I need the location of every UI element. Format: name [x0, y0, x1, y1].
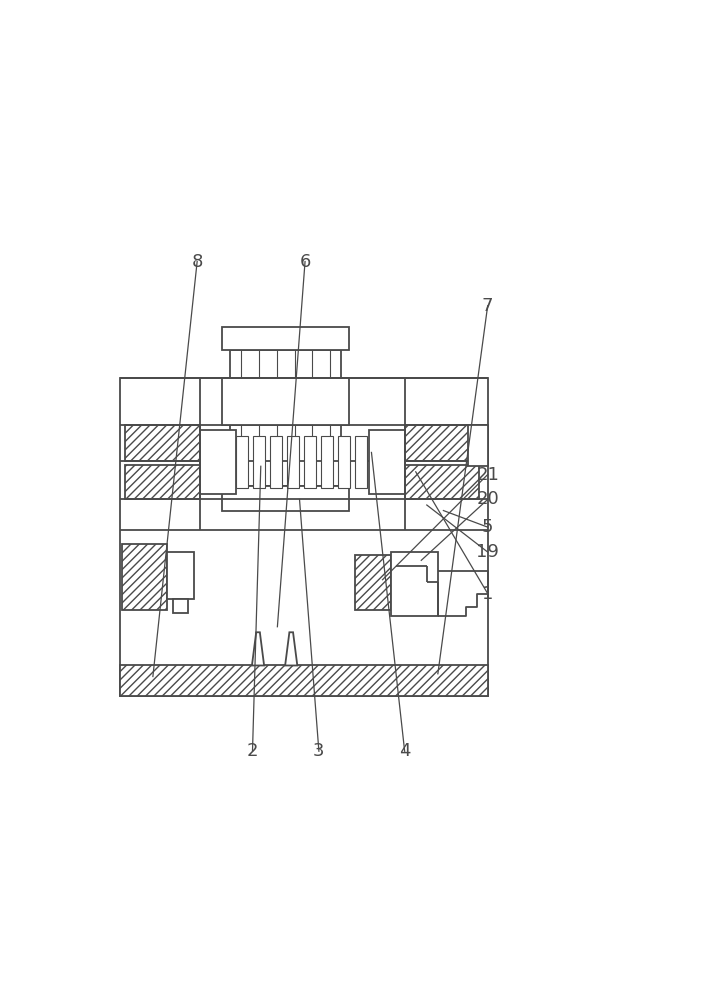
Bar	[368, 430, 405, 494]
Bar	[125, 425, 200, 461]
Text: 2: 2	[247, 742, 258, 760]
Bar	[468, 425, 488, 466]
Bar	[253, 436, 265, 488]
Bar	[355, 436, 367, 488]
Bar	[174, 599, 188, 613]
Polygon shape	[285, 632, 297, 665]
Bar	[123, 544, 166, 610]
Bar	[120, 378, 488, 696]
Polygon shape	[252, 632, 264, 665]
Text: 6: 6	[299, 253, 311, 271]
Text: 3: 3	[313, 742, 325, 760]
Bar	[166, 552, 194, 599]
Bar	[222, 378, 349, 425]
Bar	[222, 486, 349, 511]
Bar	[405, 465, 479, 499]
Text: 8: 8	[191, 253, 203, 271]
Bar	[200, 430, 236, 494]
Text: 21: 21	[476, 466, 499, 484]
Bar	[338, 436, 350, 488]
Bar	[236, 436, 248, 488]
Text: 4: 4	[399, 742, 411, 760]
Bar	[222, 327, 349, 350]
Bar	[405, 425, 479, 461]
Bar	[391, 552, 438, 616]
Text: 20: 20	[476, 490, 499, 508]
Bar	[231, 350, 341, 486]
Bar	[120, 665, 488, 696]
Text: 5: 5	[482, 518, 493, 536]
Text: 19: 19	[476, 543, 499, 561]
Bar	[125, 465, 200, 499]
Bar	[321, 436, 333, 488]
Bar	[287, 436, 299, 488]
Bar	[270, 436, 282, 488]
Text: 1: 1	[482, 585, 493, 603]
Bar	[355, 555, 391, 610]
Bar	[304, 436, 316, 488]
Text: 7: 7	[482, 297, 493, 315]
